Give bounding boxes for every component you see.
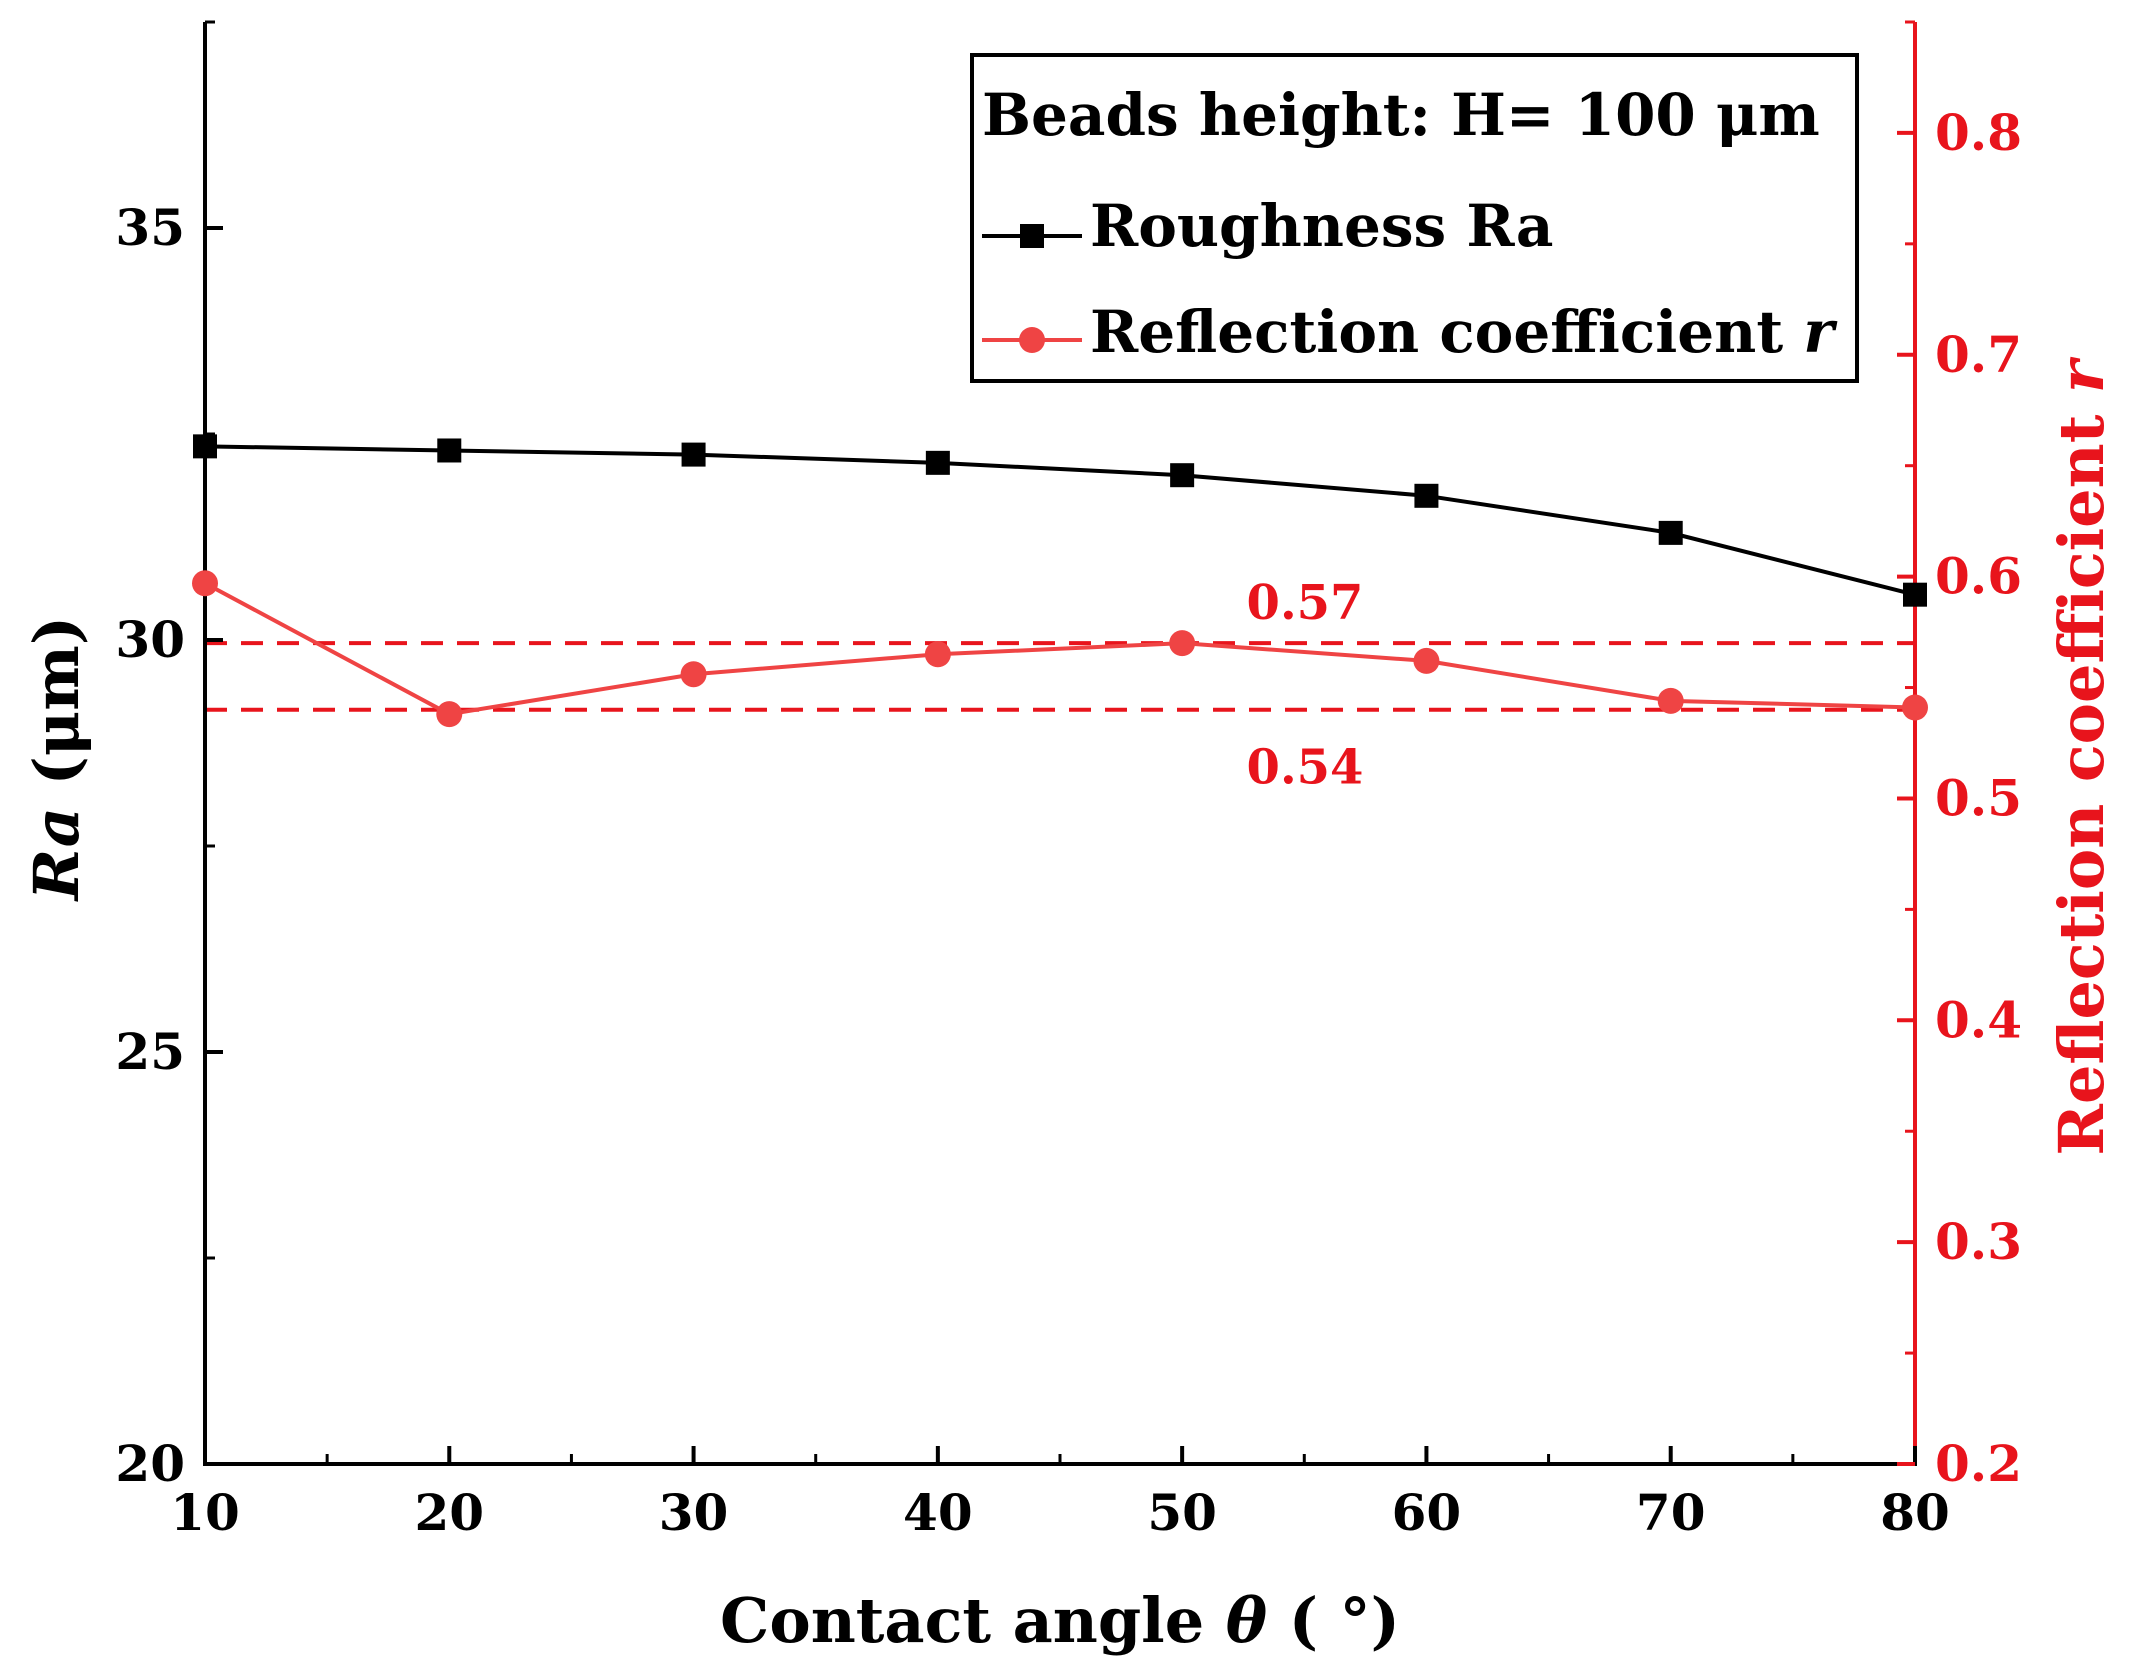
legend-label-reflection: Reflection coefficient r xyxy=(1090,298,1838,366)
y-right-tick-label-0.2: 0.2 xyxy=(1935,1434,2022,1493)
x-tick-label-70: 70 xyxy=(1636,1483,1706,1542)
reference-label-0.57: 0.57 xyxy=(1247,575,1364,631)
reflection-point-40 xyxy=(924,641,951,668)
y-right-tick-label-0.5: 0.5 xyxy=(1935,768,2022,827)
roughness-series-line xyxy=(204,444,1916,597)
y-right-tick-label-0.4: 0.4 xyxy=(1935,990,2022,1049)
roughness-point-70 xyxy=(1658,520,1683,545)
reflection-point-70 xyxy=(1657,687,1684,714)
legend-title: Beads height: H= 100 μm xyxy=(982,81,1820,149)
y-right-tick-label-0.8: 0.8 xyxy=(1935,103,2022,162)
legend-entry-roughness: Roughness Ra xyxy=(982,192,1553,260)
y-left-tick-label-20: 20 xyxy=(115,1434,185,1493)
roughness-point-30 xyxy=(681,442,706,467)
reflection-point-80 xyxy=(1902,694,1928,721)
reflection-point-20 xyxy=(436,701,463,728)
roughness-point-50 xyxy=(1170,463,1195,488)
roughness-point-20 xyxy=(437,438,462,463)
roughness-point-40 xyxy=(925,450,950,475)
roughness-point-80 xyxy=(1903,582,1927,607)
y-axis-right-title: Reflection coefficient r xyxy=(2045,356,2118,1156)
x-tick-label-80: 80 xyxy=(1880,1483,1950,1542)
y-left-tick-label-30: 30 xyxy=(115,610,185,669)
roughness-point-60 xyxy=(1414,483,1439,508)
reference-lines xyxy=(205,641,1915,712)
y-left-tick-label-25: 25 xyxy=(115,1022,185,1081)
legend-label-roughness: Roughness Ra xyxy=(1090,192,1553,260)
y-right-tick-label-0.7: 0.7 xyxy=(1935,325,2022,384)
x-axis-title: Contact angle θ ( °) xyxy=(720,1584,1400,1657)
legend: Beads height: H= 100 μm Roughness Ra Ref… xyxy=(970,53,1859,383)
series xyxy=(192,434,1928,728)
y-right-tick-label-0.6: 0.6 xyxy=(1935,547,2022,606)
reflection-point-50 xyxy=(1169,630,1196,657)
reference-label-0.54: 0.54 xyxy=(1247,740,1364,796)
x-tick-label-60: 60 xyxy=(1392,1483,1462,1542)
y-axis-left-title: Ra (μm) xyxy=(20,616,93,902)
legend-square-marker xyxy=(1020,224,1044,248)
reflection-series-line xyxy=(204,581,1916,717)
y-right-tick-label-0.3: 0.3 xyxy=(1935,1212,2022,1271)
x-tick-label-30: 30 xyxy=(659,1483,729,1542)
x-tick-label-40: 40 xyxy=(903,1483,973,1542)
reflection-point-10 xyxy=(192,570,218,597)
legend-entry-reflection: Reflection coefficient r xyxy=(982,298,1838,366)
reflection-point-30 xyxy=(680,661,707,688)
reflection-point-60 xyxy=(1413,647,1440,674)
y-left-tick-label-35: 35 xyxy=(115,198,185,257)
roughness-point-10 xyxy=(193,434,217,459)
x-tick-label-20: 20 xyxy=(414,1483,484,1542)
x-tick-label-50: 50 xyxy=(1147,1483,1217,1542)
x-tick-label-10: 10 xyxy=(170,1483,240,1542)
legend-box xyxy=(970,53,1859,383)
legend-circle-marker xyxy=(1019,327,1045,353)
axes xyxy=(203,20,1917,1466)
